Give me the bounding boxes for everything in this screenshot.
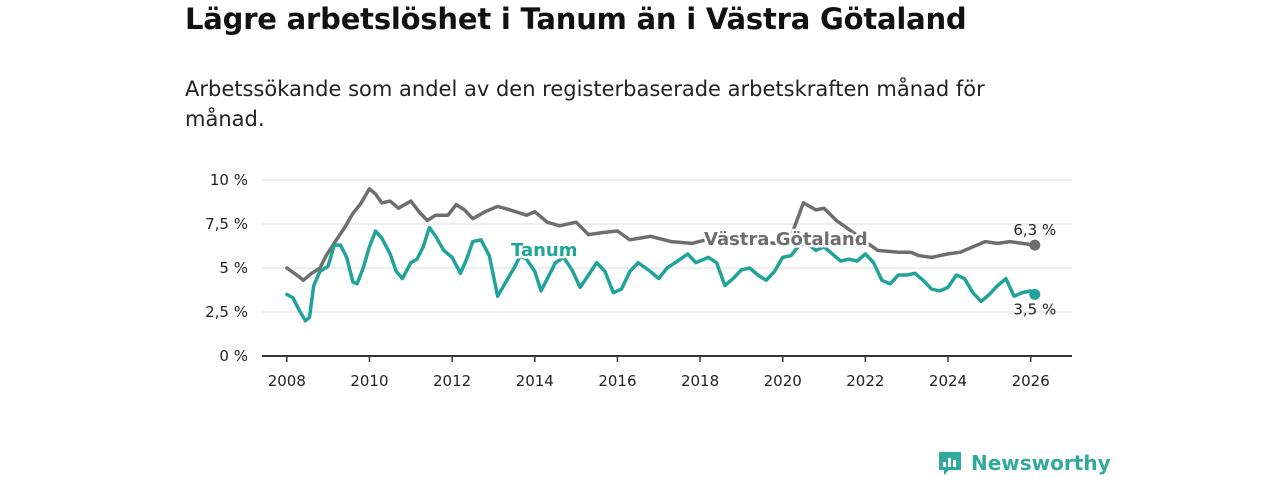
x-tick-label: 2020	[764, 372, 802, 390]
y-tick-label: 5 %	[219, 259, 248, 277]
chart-subtitle: Arbetssökande som andel av den registerb…	[185, 77, 985, 131]
x-tick-label: 2014	[516, 372, 554, 390]
x-tick-label: 2012	[433, 372, 471, 390]
x-tick-label: 2024	[929, 372, 967, 390]
newsworthy-logo-icon	[939, 452, 961, 475]
y-tick-label: 2,5 %	[205, 303, 248, 321]
y-tick-label: 0 %	[219, 347, 248, 365]
end-point-vastra-gotaland	[1029, 239, 1041, 251]
series-line-tanum	[285, 225, 1037, 323]
series-label-vastra-gotaland: Västra Götaland	[704, 229, 868, 250]
end-value-label-tanum: 3,5 %	[1013, 300, 1056, 318]
x-tick-label: 2026	[1012, 372, 1050, 390]
x-tick-label: 2010	[350, 372, 388, 390]
newsworthy-logo: Newsworthy	[937, 448, 1111, 478]
end-value-label-vastra-gotaland: 6,3 %	[1013, 221, 1056, 239]
y-tick-label: 7,5 %	[205, 215, 248, 233]
x-tick-label: 2008	[268, 372, 306, 390]
x-tick-label: 2022	[846, 372, 884, 390]
series-label-tanum: Tanum	[511, 240, 578, 261]
x-tick-label: 2016	[598, 372, 636, 390]
brand-name: Newsworthy	[971, 451, 1111, 475]
x-tick-label: 2018	[681, 372, 719, 390]
series-line-vastra-gotaland	[285, 187, 1037, 283]
end-point-tanum	[1029, 288, 1041, 300]
chart-title: Lägre arbetslöshet i Tanum än i Västra G…	[185, 2, 967, 36]
y-tick-label: 10 %	[210, 171, 248, 189]
